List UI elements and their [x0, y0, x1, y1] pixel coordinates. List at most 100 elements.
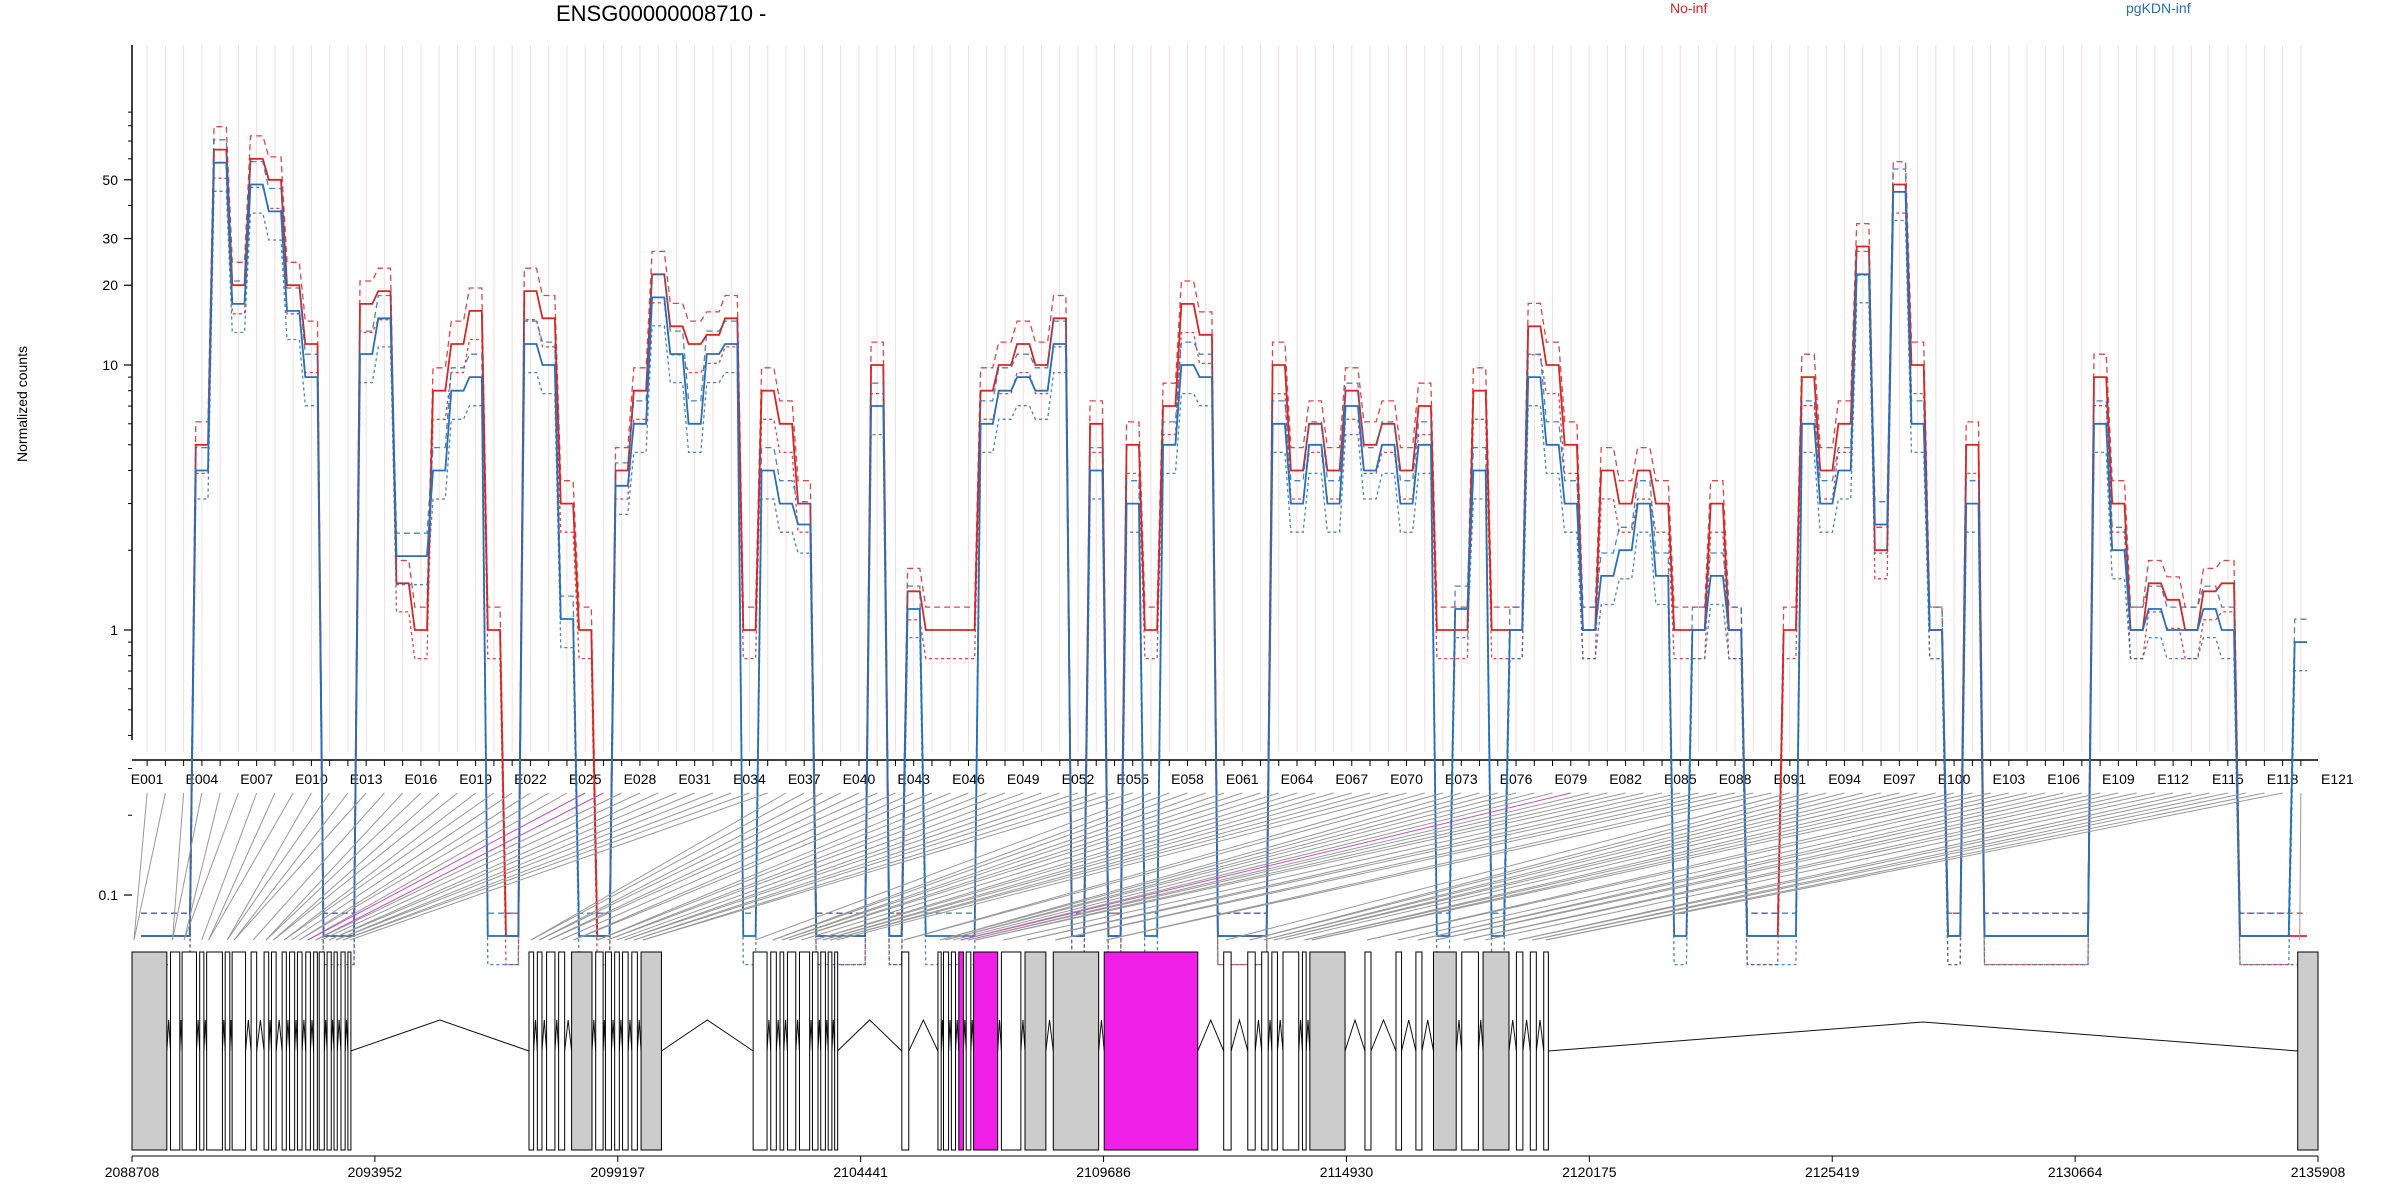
- intron-line: [166, 1019, 172, 1052]
- exon-block: [1024, 951, 1047, 1151]
- data-point-pgkdn-inf: [511, 935, 513, 937]
- data-point-pgkdn-inf: [2227, 629, 2229, 631]
- connector: [1417, 792, 2082, 941]
- connector: [265, 792, 404, 941]
- exon-block: [1461, 951, 1479, 1151]
- data-point-no-inf: [255, 157, 258, 160]
- intron-line: [1020, 1019, 1026, 1052]
- exon-tick-label: E058: [1171, 771, 1204, 787]
- data-point-pgkdn-inf: [602, 935, 605, 937]
- connector: [233, 792, 349, 941]
- connector: [836, 792, 1407, 941]
- connector: [226, 792, 312, 941]
- data-point-pgkdn-inf: [1843, 469, 1846, 472]
- data-point-no-inf: [730, 317, 732, 320]
- exon-tick-label: E097: [1883, 771, 1916, 787]
- data-point-no-inf: [620, 469, 623, 472]
- exon-block: [798, 951, 811, 1151]
- data-point-no-inf: [2227, 582, 2229, 585]
- data-point-no-inf: [2172, 599, 2174, 601]
- exon-block: [631, 951, 638, 1151]
- connector: [273, 792, 440, 941]
- data-point-pgkdn-inf: [292, 310, 294, 312]
- data-point-pgkdn-inf: [2044, 935, 2047, 937]
- series-line-pgkdn-inf: [141, 139, 2307, 914]
- intron-line: [1535, 1019, 1545, 1052]
- intron-line: [275, 1019, 283, 1052]
- data-point-no-inf: [1150, 629, 1152, 631]
- y-axis: 0.1 1 10 20 30 50: [99, 45, 133, 903]
- x-axis: E001 E004 E007 E010 E013 E016 E019 E022 E025 E028…: [131, 759, 2354, 787]
- data-point-pgkdn-inf: [146, 935, 148, 937]
- data-point-pgkdn-inf: [1186, 364, 1189, 366]
- data-point-pgkdn-inf: [1259, 935, 1262, 937]
- data-point-pgkdn-inf: [2154, 608, 2156, 610]
- exon-block: [270, 951, 277, 1151]
- intron-line: [1344, 1018, 1366, 1052]
- exon-block: [614, 951, 620, 1151]
- coordinate-tick-label: 2130664: [2048, 1164, 2103, 1180]
- connector: [252, 792, 385, 941]
- exon-block: [1543, 951, 1549, 1151]
- data-point-pgkdn-inf: [985, 422, 988, 425]
- data-point-pgkdn-inf: [1716, 575, 1718, 577]
- exon-tick-label: E115: [2212, 771, 2244, 787]
- data-point-no-inf: [1204, 334, 1207, 336]
- coordinate-tick-label: 2093952: [348, 1164, 403, 1180]
- data-point-no-inf: [1332, 469, 1335, 472]
- connector: [320, 792, 641, 941]
- connector: [1273, 792, 1882, 941]
- intron-line: [195, 1019, 201, 1052]
- exon-tick-label: E118: [2267, 771, 2299, 787]
- data-point-pgkdn-inf: [1369, 469, 1371, 472]
- y-tick-label: 20: [102, 277, 118, 293]
- connector: [1055, 792, 1717, 941]
- connector: [633, 792, 1097, 941]
- intron-line: [1370, 1018, 1397, 1052]
- data-point-pgkdn-inf: [456, 389, 459, 392]
- connector: [1249, 792, 1809, 941]
- data-point-pgkdn-inf: [1807, 422, 1809, 425]
- connector: [291, 792, 513, 941]
- coordinate-tick-label: 2114930: [1320, 1164, 1374, 1180]
- data-point-no-inf: [1022, 343, 1025, 345]
- data-point-pgkdn-inf: [2300, 641, 2302, 643]
- exon-block: [1415, 951, 1423, 1151]
- connector: [1532, 792, 2228, 941]
- connector: [265, 792, 422, 941]
- exon-tick-label: E082: [1609, 771, 1642, 787]
- exon-block: [752, 951, 768, 1151]
- data-point-pgkdn-inf: [1624, 549, 1627, 552]
- intron-line: [1267, 1019, 1273, 1052]
- exon-tick-label: E088: [1719, 771, 1752, 787]
- connector: [1518, 792, 2192, 941]
- intron-line: [955, 1019, 960, 1052]
- connector: [328, 792, 677, 941]
- data-point-no-inf: [1040, 364, 1043, 366]
- data-point-pgkdn-inf: [2135, 629, 2138, 631]
- exon-block: [950, 951, 957, 1151]
- data-point-no-inf: [274, 178, 276, 181]
- data-point-pgkdn-inf: [493, 935, 495, 937]
- intron-line: [301, 1019, 307, 1052]
- connector: [1284, 792, 1918, 941]
- data-point-pgkdn-inf: [1880, 523, 1882, 526]
- data-point-no-inf: [1916, 364, 1919, 366]
- data-point-pgkdn-inf: [2062, 935, 2065, 937]
- intron-line: [1401, 1019, 1417, 1052]
- connector: [299, 792, 531, 941]
- data-point-pgkdn-inf: [1277, 422, 1280, 425]
- data-point-pgkdn-inf: [219, 161, 221, 164]
- data-point-no-inf: [201, 443, 203, 446]
- data-point-pgkdn-inf: [1551, 443, 1554, 446]
- data-point-pgkdn-inf: [620, 485, 623, 487]
- data-point-no-inf: [529, 290, 532, 292]
- intron-line: [766, 1019, 772, 1052]
- data-point-pgkdn-inf: [1588, 629, 1590, 631]
- exon-block: [622, 951, 629, 1151]
- data-point-no-inf: [1569, 443, 1572, 446]
- exon-block: [281, 951, 287, 1151]
- intron-line: [1548, 1021, 2298, 1052]
- connector: [968, 792, 1590, 941]
